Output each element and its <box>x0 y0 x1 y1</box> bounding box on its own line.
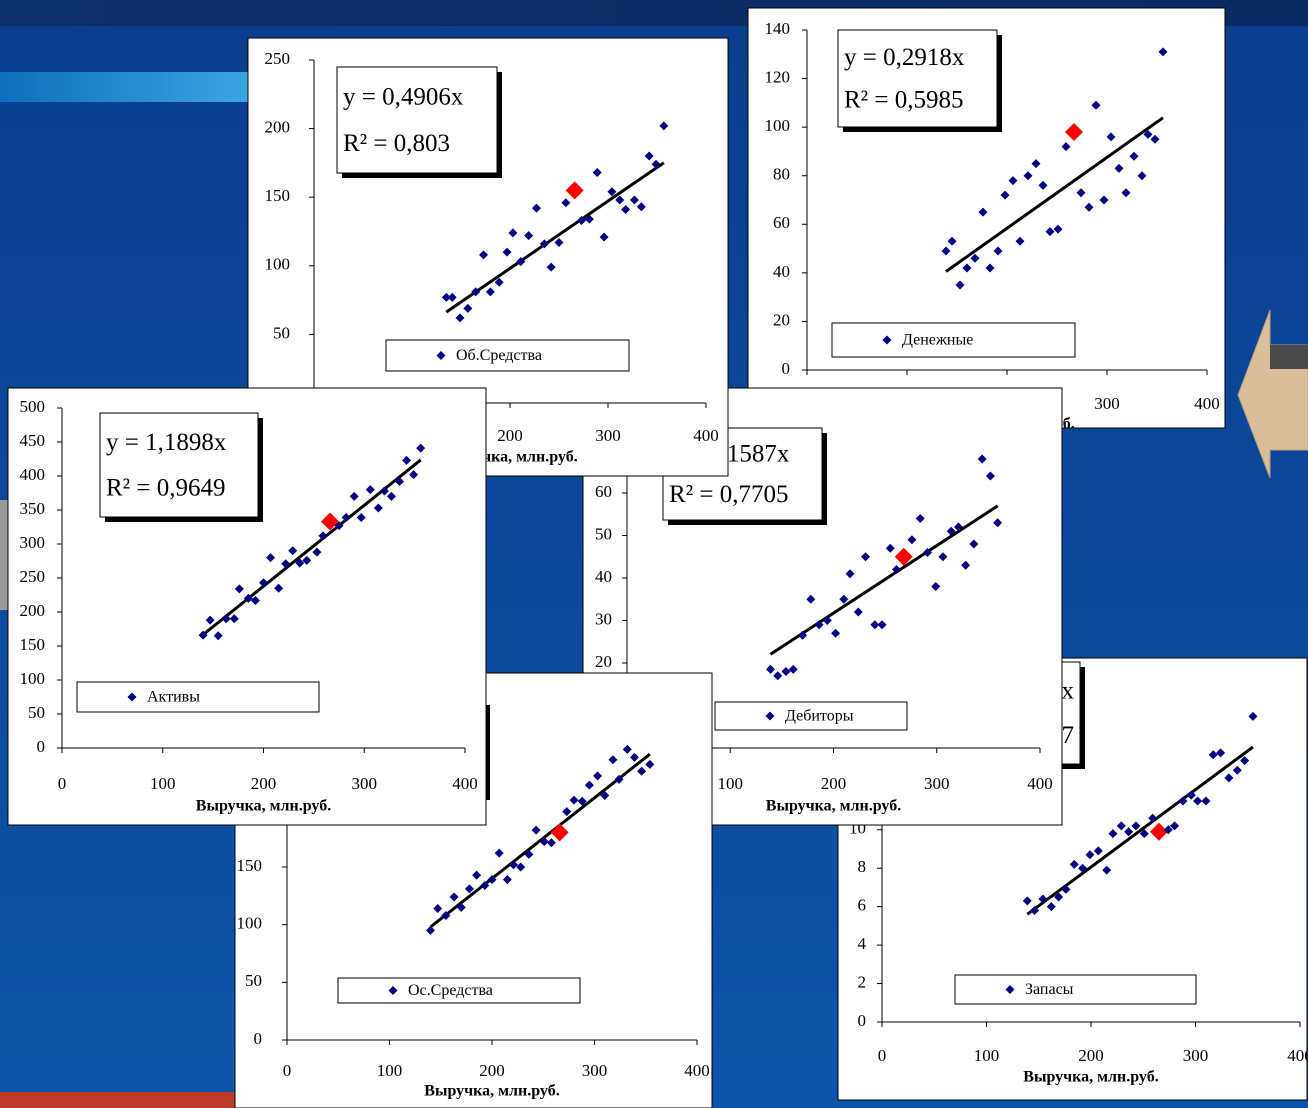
y-tick-label: 20 <box>595 652 612 671</box>
x-tick-label: 0 <box>878 1046 887 1065</box>
x-axis-title: Выручка, млн.руб. <box>766 798 901 815</box>
y-tick-label: 140 <box>765 19 791 38</box>
legend-label: Денежные <box>902 332 973 349</box>
y-tick-label: 0 <box>254 1029 263 1048</box>
y-tick-label: 50 <box>28 703 45 722</box>
x-tick-label: 300 <box>1094 394 1120 413</box>
y-tick-label: 80 <box>773 165 790 184</box>
x-tick-label: 0 <box>283 1061 292 1080</box>
y-tick-label: 100 <box>20 669 46 688</box>
x-axis-title: Выручка, млн.руб. <box>196 798 331 815</box>
accent-bar <box>0 72 250 102</box>
bottom-bar <box>0 1092 235 1108</box>
x-tick-label: 300 <box>582 1061 608 1080</box>
y-tick-label: 150 <box>265 186 291 205</box>
y-tick-label: 0 <box>858 1011 867 1030</box>
x-tick-label: 100 <box>377 1061 403 1080</box>
y-tick-label: 100 <box>765 116 791 135</box>
trend-r-squared: 7 <box>1062 722 1075 749</box>
y-tick-label: 100 <box>265 255 291 274</box>
trend-equation: y = 1,1898x <box>106 429 227 456</box>
x-tick-label: 400 <box>1194 394 1220 413</box>
x-axis-title: Выручка, млн.руб. <box>424 1083 559 1100</box>
y-tick-label: 250 <box>265 49 291 68</box>
y-tick-label: 100 <box>237 914 263 933</box>
y-tick-label: 50 <box>273 323 290 342</box>
x-tick-label: 100 <box>150 774 176 793</box>
legend-label: Активы <box>147 689 200 706</box>
trend-r-squared: R² = 0,9649 <box>106 475 226 502</box>
slide: 0204060801001201400100200300400Выручка, … <box>0 0 1308 1108</box>
y-tick-label: 500 <box>20 397 46 416</box>
legend-label: Запасы <box>1025 981 1074 998</box>
legend-label: Ос.Средства <box>408 982 493 999</box>
y-tick-label: 60 <box>595 482 612 501</box>
trend-equation: x <box>1062 677 1075 704</box>
y-tick-label: 6 <box>858 896 867 915</box>
y-tick-label: 30 <box>595 609 612 628</box>
y-tick-label: 400 <box>20 465 46 484</box>
y-tick-label: 2 <box>858 972 867 991</box>
y-tick-label: 120 <box>765 67 791 86</box>
trend-r-squared: R² = 0,803 <box>343 130 450 157</box>
x-tick-label: 400 <box>684 1061 710 1080</box>
x-tick-label: 400 <box>1027 774 1053 793</box>
y-tick-label: 50 <box>595 524 612 543</box>
x-axis-title: Выручка, млн.руб. <box>1023 1069 1158 1086</box>
x-tick-label: 200 <box>251 774 277 793</box>
legend-label: Об.Средства <box>456 347 542 364</box>
legend-box <box>955 975 1196 1004</box>
arrow-shade <box>1270 345 1308 369</box>
x-tick-label: 0 <box>58 774 67 793</box>
y-tick-label: 8 <box>858 857 867 876</box>
trend-r-squared: R² = 0,7705 <box>669 481 789 508</box>
x-tick-label: 300 <box>1183 1046 1209 1065</box>
y-tick-label: 0 <box>37 737 46 756</box>
x-tick-label: 200 <box>1078 1046 1104 1065</box>
x-tick-label: 300 <box>352 774 378 793</box>
y-tick-label: 60 <box>773 213 790 232</box>
legend-label: Дебиторы <box>785 708 854 725</box>
y-tick-label: 50 <box>245 971 262 990</box>
x-tick-label: 200 <box>479 1061 505 1080</box>
y-tick-label: 200 <box>20 601 46 620</box>
x-tick-label: 100 <box>974 1046 1000 1065</box>
y-tick-label: 150 <box>20 635 46 654</box>
y-tick-label: 300 <box>20 533 46 552</box>
x-tick-label: 400 <box>693 426 719 445</box>
y-tick-label: 40 <box>595 567 612 586</box>
x-tick-label: 400 <box>1287 1046 1308 1065</box>
y-tick-label: 450 <box>20 431 46 450</box>
y-tick-label: 200 <box>265 118 291 137</box>
y-tick-label: 4 <box>858 934 867 953</box>
x-tick-label: 300 <box>595 426 621 445</box>
y-tick-label: 150 <box>237 856 263 875</box>
trend-equation: y = 0,4906x <box>343 84 464 111</box>
chart-panel: 0204060801001201400100200300400Выручка, … <box>748 8 1225 433</box>
x-tick-label: 100 <box>718 774 744 793</box>
y-tick-label: 0 <box>782 359 791 378</box>
y-tick-label: 350 <box>20 499 46 518</box>
trend-r-squared: R² = 0,5985 <box>844 87 964 114</box>
x-tick-label: 200 <box>497 426 523 445</box>
x-tick-label: 300 <box>924 774 950 793</box>
x-tick-label: 400 <box>452 774 478 793</box>
chart-panel: 0 50 100 150 200 250 300 350 400 450 500 0 100 200 300… <box>8 388 486 825</box>
y-tick-label: 250 <box>20 567 46 586</box>
y-tick-label: 40 <box>773 262 790 281</box>
y-tick-label: 20 <box>773 310 790 329</box>
trend-equation: y = 0,2918x <box>844 44 965 71</box>
x-tick-label: 200 <box>821 774 847 793</box>
